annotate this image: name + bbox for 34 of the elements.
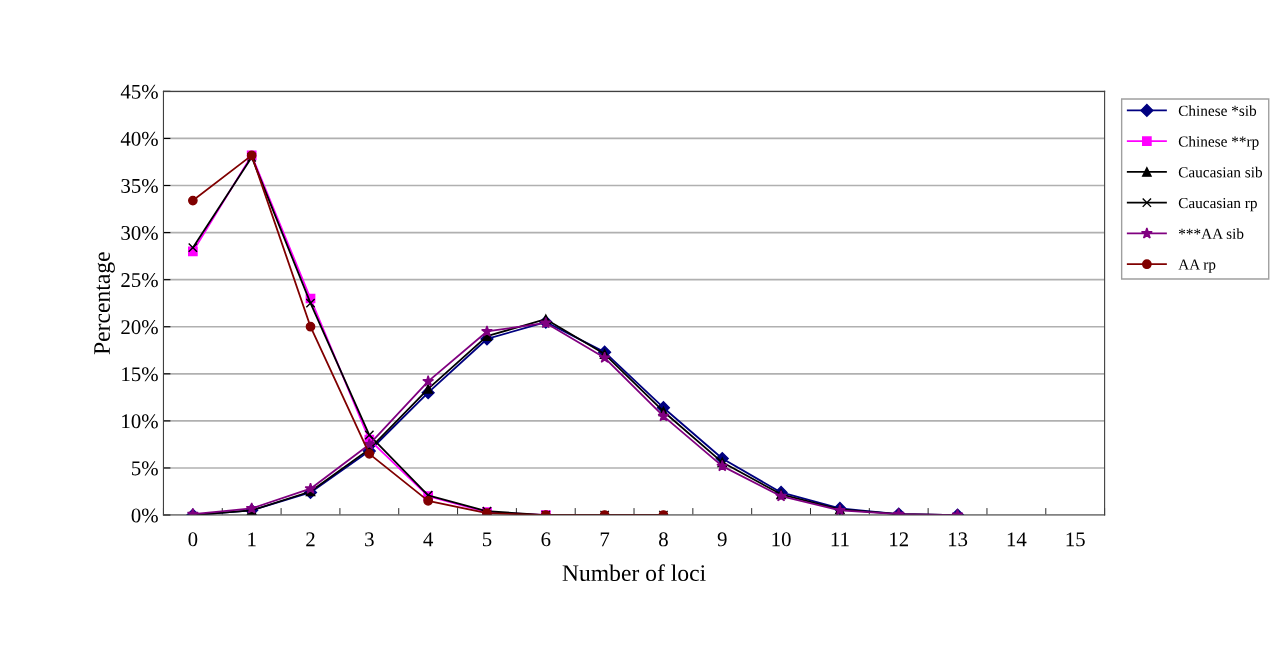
- legend-label: Chinese *sib: [1178, 105, 1257, 116]
- x-tick-label: 10: [772, 532, 791, 547]
- y-tick-label: 10%: [122, 414, 158, 429]
- x-tick-label: 0: [188, 532, 198, 547]
- y-tick-label: 25%: [121, 273, 158, 288]
- legend-label: Chinese **rp: [1178, 135, 1259, 150]
- y-tick-label: 45%: [120, 84, 158, 99]
- legend-label: ***AA sib: [1178, 228, 1244, 239]
- x-tick-label: 14: [1007, 532, 1027, 547]
- y-tick-label: 30%: [121, 225, 158, 241]
- x-tick-label: 5: [482, 532, 492, 547]
- legend-label: Caucasian rp: [1178, 197, 1257, 212]
- x-tick-label: 1: [248, 532, 256, 547]
- x-tick-label: 15: [1066, 532, 1085, 547]
- y-tick-label: 35%: [121, 178, 158, 194]
- y-tick-label: 20%: [121, 320, 158, 335]
- x-tick-label: 2: [306, 532, 315, 547]
- x-tick-label: 7: [600, 532, 610, 547]
- x-tick-label: 12: [890, 532, 908, 547]
- legend-label: AA rp: [1178, 259, 1216, 273]
- y-tick-label: 40%: [120, 131, 158, 146]
- x-tick-label: 13: [948, 532, 968, 547]
- x-tick-label: 11: [831, 532, 849, 547]
- y-tick-label: 15%: [122, 367, 158, 382]
- x-tick-label: 6: [541, 532, 551, 547]
- x-tick-label: 4: [423, 532, 434, 547]
- x-tick-label: 9: [717, 532, 727, 547]
- x-axis-title: Number of loci: [562, 564, 706, 582]
- legend-label: Caucasian sib: [1178, 166, 1263, 178]
- y-tick-label: 5%: [132, 461, 158, 476]
- y-tick-label: 0%: [131, 508, 158, 523]
- y-axis-title: Percentage: [94, 252, 115, 355]
- x-tick-label: 3: [365, 532, 374, 547]
- x-tick-label: 8: [659, 532, 668, 547]
